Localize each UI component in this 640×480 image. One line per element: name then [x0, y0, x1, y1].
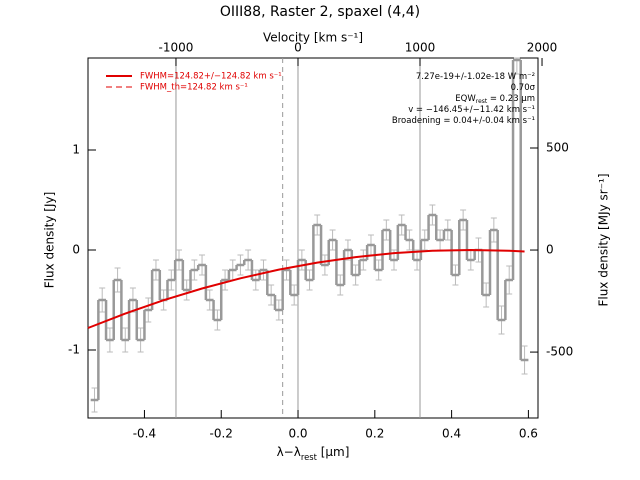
annotation-part: Broadening = 0.04+/-0.04 km s⁻¹ [392, 116, 535, 126]
annotation: 7.27e-19+/-1.02e-18 W m⁻² [416, 72, 535, 82]
annotation: v = −146.45+/−11.42 km s⁻¹ [408, 105, 535, 115]
x-tick-label: 0.2 [365, 427, 384, 441]
x2-axis-label: Velocity [km s⁻¹] [263, 31, 363, 45]
annotation-part: v = −146.45+/−11.42 km s⁻¹ [408, 105, 535, 115]
legend-label: FWHM_th=124.82 km s⁻¹ [140, 83, 248, 93]
x-axis-label-part: λ−λ [277, 445, 301, 459]
x-axis-label-part: [μm] [317, 445, 350, 459]
x-axis-label: λ−λrest [μm] [277, 445, 350, 462]
y-axis-label: Flux density [Jy] [43, 192, 57, 289]
x-tick-label: -0.4 [133, 427, 156, 441]
x-axis-label-part: rest [301, 452, 318, 462]
fit-line [87, 248, 525, 329]
annotation: Broadening = 0.04+/-0.04 km s⁻¹ [392, 116, 535, 126]
x2-tick-label: 0 [294, 41, 302, 55]
legend-label: FWHM=124.82+/−124.82 km s⁻¹ [140, 72, 282, 82]
x2-tick-label: 2000 [527, 41, 558, 55]
x-tick-label: -0.2 [210, 427, 233, 441]
annotation-part: rest [476, 98, 488, 105]
step-connectors [97, 60, 522, 400]
x2-tick-label: -1000 [159, 41, 194, 55]
annotation: 0.70σ [511, 83, 536, 93]
plot-frame [87, 57, 539, 419]
annotation-part: = 0.23 μm [487, 94, 535, 104]
chart-title: OIII88, Raster 2, spaxel (4,4) [220, 4, 420, 20]
y2-axis-label: Flux density [MJy sr⁻¹] [597, 173, 611, 306]
annotation-part: EQW [455, 94, 476, 104]
x-tick-label: 0.0 [288, 427, 307, 441]
x-tick-label: 0.4 [442, 427, 461, 441]
annotation-part: 7.27e-19+/-1.02e-18 W m⁻² [416, 72, 535, 82]
annotation: EQWrest = 0.23 μm [455, 94, 535, 106]
y2-tick-label: 0 [546, 243, 554, 257]
y-tick-label: 0 [72, 243, 80, 257]
annotation-part: 0.70σ [511, 83, 536, 93]
x-tick-label: 0.6 [519, 427, 538, 441]
x2-tick-label: 1000 [405, 41, 436, 55]
y-tick-label: 1 [72, 143, 80, 157]
y2-tick-label: 500 [546, 141, 569, 155]
y2-tick-label: -500 [546, 345, 573, 359]
y-tick-label: -1 [68, 343, 80, 357]
